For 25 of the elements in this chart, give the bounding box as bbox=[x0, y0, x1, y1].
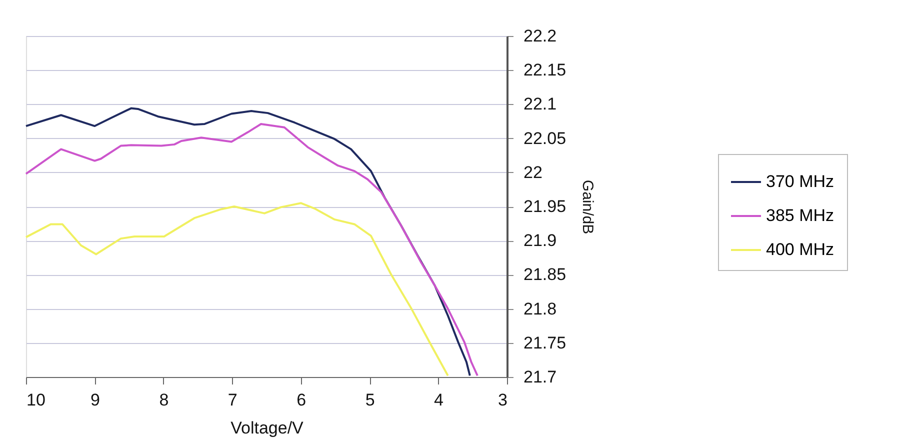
y-tick-label: 22 bbox=[524, 162, 542, 182]
legend-label: 385 MHz bbox=[766, 206, 834, 225]
y-tick-label: 22.15 bbox=[524, 60, 566, 80]
y-tick-label: 21.7 bbox=[524, 368, 557, 386]
x-tick-label: 3 bbox=[498, 390, 508, 410]
y-tick-label: 22.2 bbox=[524, 26, 557, 46]
y-tick-label: 22.05 bbox=[524, 128, 566, 148]
y-tick-label: 21.85 bbox=[524, 265, 566, 284]
legend-label: 400 MHz bbox=[766, 240, 834, 259]
y-tick-label: 21.95 bbox=[524, 197, 566, 216]
x-tick-label: 7 bbox=[228, 390, 238, 410]
y-tick-label: 21.75 bbox=[524, 333, 566, 352]
y-tick-label: 21.8 bbox=[524, 299, 557, 318]
legend-label: 370 MHz bbox=[766, 172, 834, 191]
x-tick-label: 5 bbox=[365, 390, 375, 410]
line-series bbox=[25, 202, 449, 377]
x-tick-label: 4 bbox=[434, 390, 444, 410]
x-tick-label: 8 bbox=[159, 390, 169, 410]
x-tick-label: 10 bbox=[26, 390, 46, 410]
y-axis-title: Gain/dB bbox=[579, 180, 596, 234]
y-tick-label: 22.1 bbox=[524, 94, 557, 114]
x-axis-title: Voltage/V bbox=[230, 418, 304, 438]
x-tick-label: 6 bbox=[296, 390, 306, 410]
x-tick-label: 9 bbox=[90, 390, 100, 410]
y-tick-label: 21.9 bbox=[524, 231, 557, 250]
